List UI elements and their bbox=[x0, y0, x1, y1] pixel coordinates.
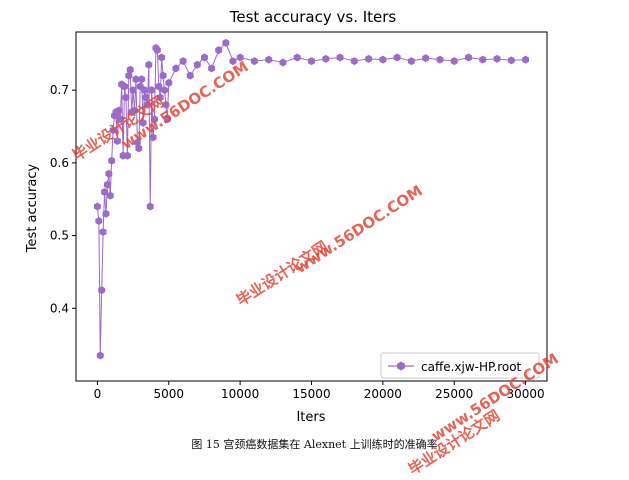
data-point bbox=[365, 54, 373, 63]
data-point bbox=[102, 209, 110, 218]
data-point bbox=[116, 115, 124, 124]
data-point bbox=[132, 75, 140, 84]
x-axis-label: Iters bbox=[296, 410, 325, 425]
data-point bbox=[96, 351, 104, 360]
data-point bbox=[308, 57, 315, 66]
data-point bbox=[179, 57, 187, 66]
data-point bbox=[105, 169, 113, 178]
data-point bbox=[507, 56, 515, 65]
data-point bbox=[149, 133, 157, 142]
legend: caffe.xjw-HP.root bbox=[380, 352, 540, 379]
data-point bbox=[138, 75, 146, 84]
data-point bbox=[143, 100, 151, 109]
data-point bbox=[322, 54, 330, 63]
data-point bbox=[95, 217, 103, 226]
data-point bbox=[139, 118, 147, 127]
data-point bbox=[122, 93, 130, 102]
x-tick-label: 5000 bbox=[153, 387, 184, 401]
data-point bbox=[279, 58, 287, 67]
data-point bbox=[129, 86, 137, 95]
legend-series-marker bbox=[397, 361, 405, 371]
data-point bbox=[93, 202, 101, 211]
data-point bbox=[393, 53, 401, 62]
data-point bbox=[379, 55, 387, 64]
x-tick-label: 15000 bbox=[292, 387, 330, 401]
series-marks bbox=[93, 38, 530, 360]
y-tick-label: 0.5 bbox=[50, 229, 69, 243]
accuracy-chart: Test accuracy vs. Iters 0 5000 10000 15000 2… bbox=[25, 8, 548, 425]
data-point bbox=[99, 227, 107, 236]
data-point bbox=[161, 86, 168, 95]
data-point bbox=[148, 86, 156, 95]
data-point bbox=[479, 55, 487, 64]
data-point bbox=[336, 53, 344, 62]
data-point bbox=[103, 180, 111, 189]
data-point bbox=[141, 86, 148, 95]
data-point bbox=[163, 115, 171, 124]
legend-series-label: caffe.xjw-HP.root bbox=[421, 360, 522, 374]
data-point bbox=[108, 156, 116, 165]
data-point bbox=[146, 202, 154, 211]
data-point bbox=[98, 286, 106, 295]
figure-caption: 图 15 宫颈癌数据集在 Alexnet 上训练时的准确率 bbox=[191, 438, 438, 451]
data-point bbox=[208, 64, 216, 73]
data-point bbox=[126, 65, 134, 74]
data-point bbox=[450, 57, 458, 66]
data-point bbox=[155, 82, 163, 91]
data-point bbox=[109, 126, 117, 135]
y-tick-label: 0.7 bbox=[50, 83, 69, 97]
data-point bbox=[151, 115, 158, 124]
y-axis-label: Test accuracy bbox=[25, 164, 40, 254]
data-point bbox=[113, 137, 121, 146]
data-point bbox=[186, 71, 194, 80]
data-point bbox=[142, 93, 150, 102]
chart-title: Test accuracy vs. Iters bbox=[229, 8, 397, 26]
data-point bbox=[172, 64, 180, 73]
data-point bbox=[350, 57, 358, 66]
data-point bbox=[493, 54, 501, 63]
legend-box bbox=[380, 352, 540, 379]
data-point bbox=[222, 38, 230, 47]
data-point bbox=[165, 78, 173, 87]
data-point bbox=[145, 60, 153, 69]
data-point bbox=[200, 53, 208, 62]
data-point bbox=[215, 46, 223, 55]
data-point bbox=[250, 57, 258, 66]
data-point bbox=[115, 106, 123, 115]
data-point bbox=[162, 100, 170, 109]
data-point bbox=[236, 53, 244, 62]
data-point bbox=[436, 55, 444, 64]
data-point bbox=[153, 46, 161, 55]
x-tick-label: 0 bbox=[94, 387, 102, 401]
data-point bbox=[422, 54, 430, 63]
data-point bbox=[465, 53, 472, 62]
x-tick-label: 10000 bbox=[221, 387, 259, 401]
data-point bbox=[293, 53, 301, 62]
data-point bbox=[101, 187, 109, 196]
data-point bbox=[135, 144, 143, 153]
data-point bbox=[159, 71, 167, 80]
data-point bbox=[407, 57, 415, 66]
data-point bbox=[131, 106, 138, 115]
axes: 0 5000 10000 15000 20000 25000 30000 0.4 0.5 0.6 0… bbox=[50, 31, 548, 401]
data-point bbox=[522, 55, 530, 64]
data-point bbox=[193, 60, 201, 69]
data-point bbox=[265, 55, 273, 64]
data-point bbox=[121, 82, 128, 91]
y-tick-label: 0.6 bbox=[50, 156, 69, 170]
data-point bbox=[229, 57, 237, 66]
data-point bbox=[106, 191, 114, 200]
data-point bbox=[156, 93, 164, 102]
x-tick-label: 20000 bbox=[364, 387, 402, 401]
data-point bbox=[123, 151, 131, 160]
x-tick-label: 30000 bbox=[506, 387, 544, 401]
plot-frame bbox=[75, 31, 548, 382]
x-tick-label: 25000 bbox=[435, 387, 473, 401]
data-point bbox=[158, 53, 166, 62]
y-tick-label: 0.4 bbox=[50, 301, 69, 315]
